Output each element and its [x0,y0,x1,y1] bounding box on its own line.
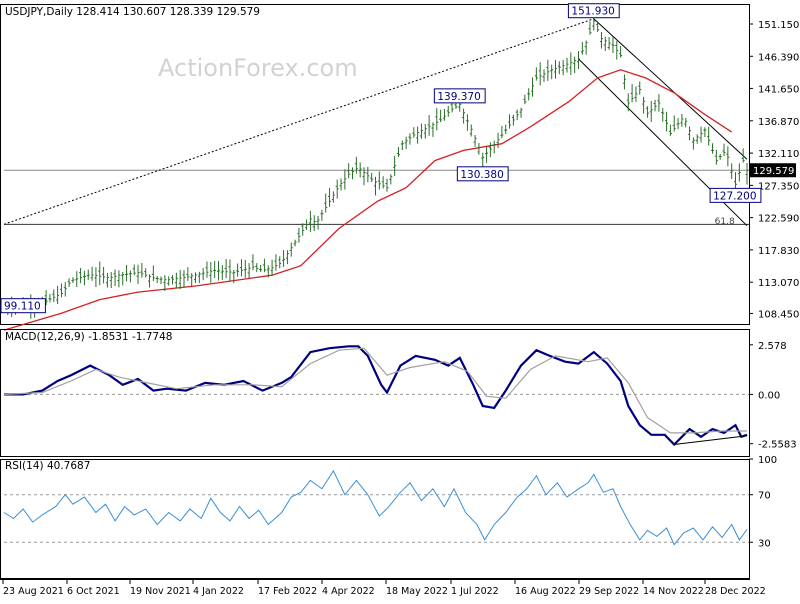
price-annotation-box [709,187,762,203]
rsi-panel-title: RSI(14) 40.7687 [5,460,90,472]
macd-panel: 2.578 0.00 -2.5583 [0,329,797,457]
price-annotation-label: 127.200 [713,190,756,202]
x-tick-label: 14 Nov 2022 [643,586,704,597]
macd-tick-label: -2.5583 [758,440,797,451]
price-annotation-label: 139.370 [437,91,480,103]
x-tick-label: 4 Apr 2022 [322,586,375,597]
macd-macd-line [4,345,748,447]
x-axis: 23 Aug 2021 6 Oct 2021 19 Nov 2021 4 Jan 20… [0,579,766,597]
dotted-trend-line [3,18,594,225]
rsi-tick-label: 100 [758,455,777,466]
price-tick-label: 132.110 [758,149,799,160]
price-tick-label: 151.150 [758,20,799,31]
price-annotation-box [456,166,509,182]
price-annotation-label: 130.380 [460,169,503,181]
macd-frame [0,329,750,457]
price-frame [0,4,750,325]
rsi-line [3,469,748,546]
macd-panel-title: MACD(12,26,9) -1.8531 -1.7748 [5,331,172,343]
current-price-tag [750,163,796,178]
price-annotation-box [0,298,46,314]
price-tick-label: 122.590 [758,214,799,225]
rsi-frame [0,459,750,579]
current-price-label: 129.579 [753,166,794,177]
x-tick-label: 23 Aug 2021 [3,586,64,597]
x-tick-label: 19 Nov 2021 [130,586,191,597]
channel-line [593,18,748,160]
x-tick-label: 28 Dec 2022 [705,586,766,597]
price-panel-title: USDJPY,Daily 128.414 130.607 128.339 129… [5,6,260,18]
x-tick-label: 16 Aug 2022 [515,586,576,597]
macd-tick-label: 0.00 [758,390,780,401]
price-annotation-box [567,3,620,19]
x-tick-label: 1 Jul 2022 [451,586,499,597]
price-tick-label: 108.450 [758,309,799,320]
x-tick-label: 4 Jan 2022 [193,586,244,597]
price-annotation-label: 151.930 [571,6,614,18]
x-tick-label: 18 May 2022 [386,586,448,597]
macd-trend-line [674,435,748,445]
macd-signal-line [3,347,747,434]
rsi-panel: 100 70 30 [0,455,777,579]
price-annotation-box [433,88,486,104]
price-tick-label: 141.650 [758,84,799,95]
price-tick-label: 146.390 [758,52,799,63]
price-tick-label: 113.070 [758,278,799,289]
price-annotation-label: 99.110 [4,301,41,313]
x-tick-label: 17 Feb 2022 [258,586,317,597]
x-tick-label: 29 Sep 2022 [579,586,639,597]
price-panel: 151.150 146.390 141.650 136.870 132.110 127.3… [0,3,799,331]
rsi-tick-label: 70 [758,491,771,502]
rsi-tick-label: 30 [758,538,771,549]
fib-level-label: 61.8 [715,217,735,227]
price-tick-label: 117.830 [758,246,799,257]
macd-tick-label: 2.578 [758,341,787,352]
x-tick-label: 6 Oct 2021 [67,586,120,597]
watermark: ActionForex.com [158,54,358,82]
moving-average-line [3,69,733,331]
price-tick-label: 127.350 [758,181,799,192]
price-tick-label: 136.870 [758,117,799,128]
